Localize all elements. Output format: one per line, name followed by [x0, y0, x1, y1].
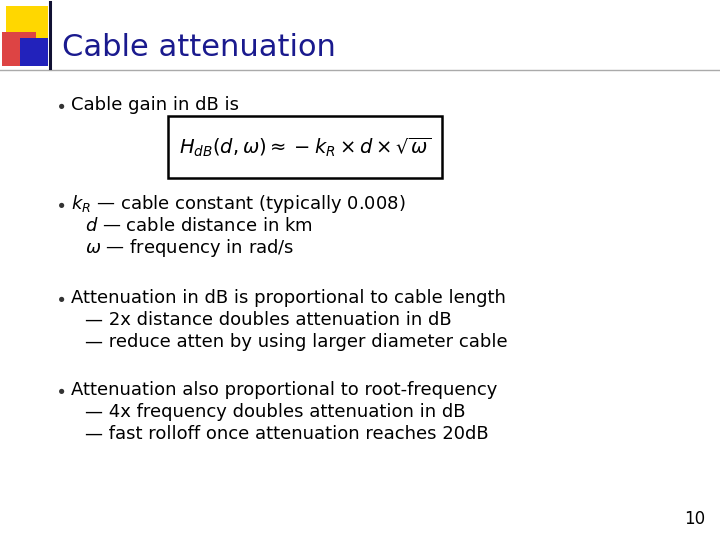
Text: $\bullet$: $\bullet$: [55, 96, 66, 114]
FancyBboxPatch shape: [2, 32, 36, 66]
FancyBboxPatch shape: [168, 116, 442, 178]
Text: — reduce atten by using larger diameter cable: — reduce atten by using larger diameter …: [85, 333, 508, 351]
Text: $\omega$ — frequency in rad/s: $\omega$ — frequency in rad/s: [85, 237, 294, 259]
Text: Attenuation in dB is proportional to cable length: Attenuation in dB is proportional to cab…: [71, 289, 506, 307]
Text: $H_{dB}(d, \omega) \approx -k_R \times d \times \sqrt{\omega}$: $H_{dB}(d, \omega) \approx -k_R \times d…: [179, 135, 431, 159]
Text: — 4x frequency doubles attenuation in dB: — 4x frequency doubles attenuation in dB: [85, 403, 466, 421]
Text: $\bullet$: $\bullet$: [55, 195, 66, 213]
Text: — fast rolloff once attenuation reaches 20dB: — fast rolloff once attenuation reaches …: [85, 425, 489, 443]
FancyBboxPatch shape: [6, 6, 48, 48]
Text: — 2x distance doubles attenuation in dB: — 2x distance doubles attenuation in dB: [85, 311, 451, 329]
Text: Attenuation also proportional to root-frequency: Attenuation also proportional to root-fr…: [71, 381, 498, 399]
Text: Cable attenuation: Cable attenuation: [62, 33, 336, 63]
Text: $d$ — cable distance in km: $d$ — cable distance in km: [85, 217, 312, 235]
Text: Cable gain in dB is: Cable gain in dB is: [71, 96, 239, 114]
Text: 10: 10: [684, 510, 705, 528]
Text: $k_R$ — cable constant (typically 0.008): $k_R$ — cable constant (typically 0.008): [71, 193, 405, 215]
Text: $\bullet$: $\bullet$: [55, 289, 66, 307]
Text: $\bullet$: $\bullet$: [55, 381, 66, 399]
FancyBboxPatch shape: [20, 38, 48, 66]
